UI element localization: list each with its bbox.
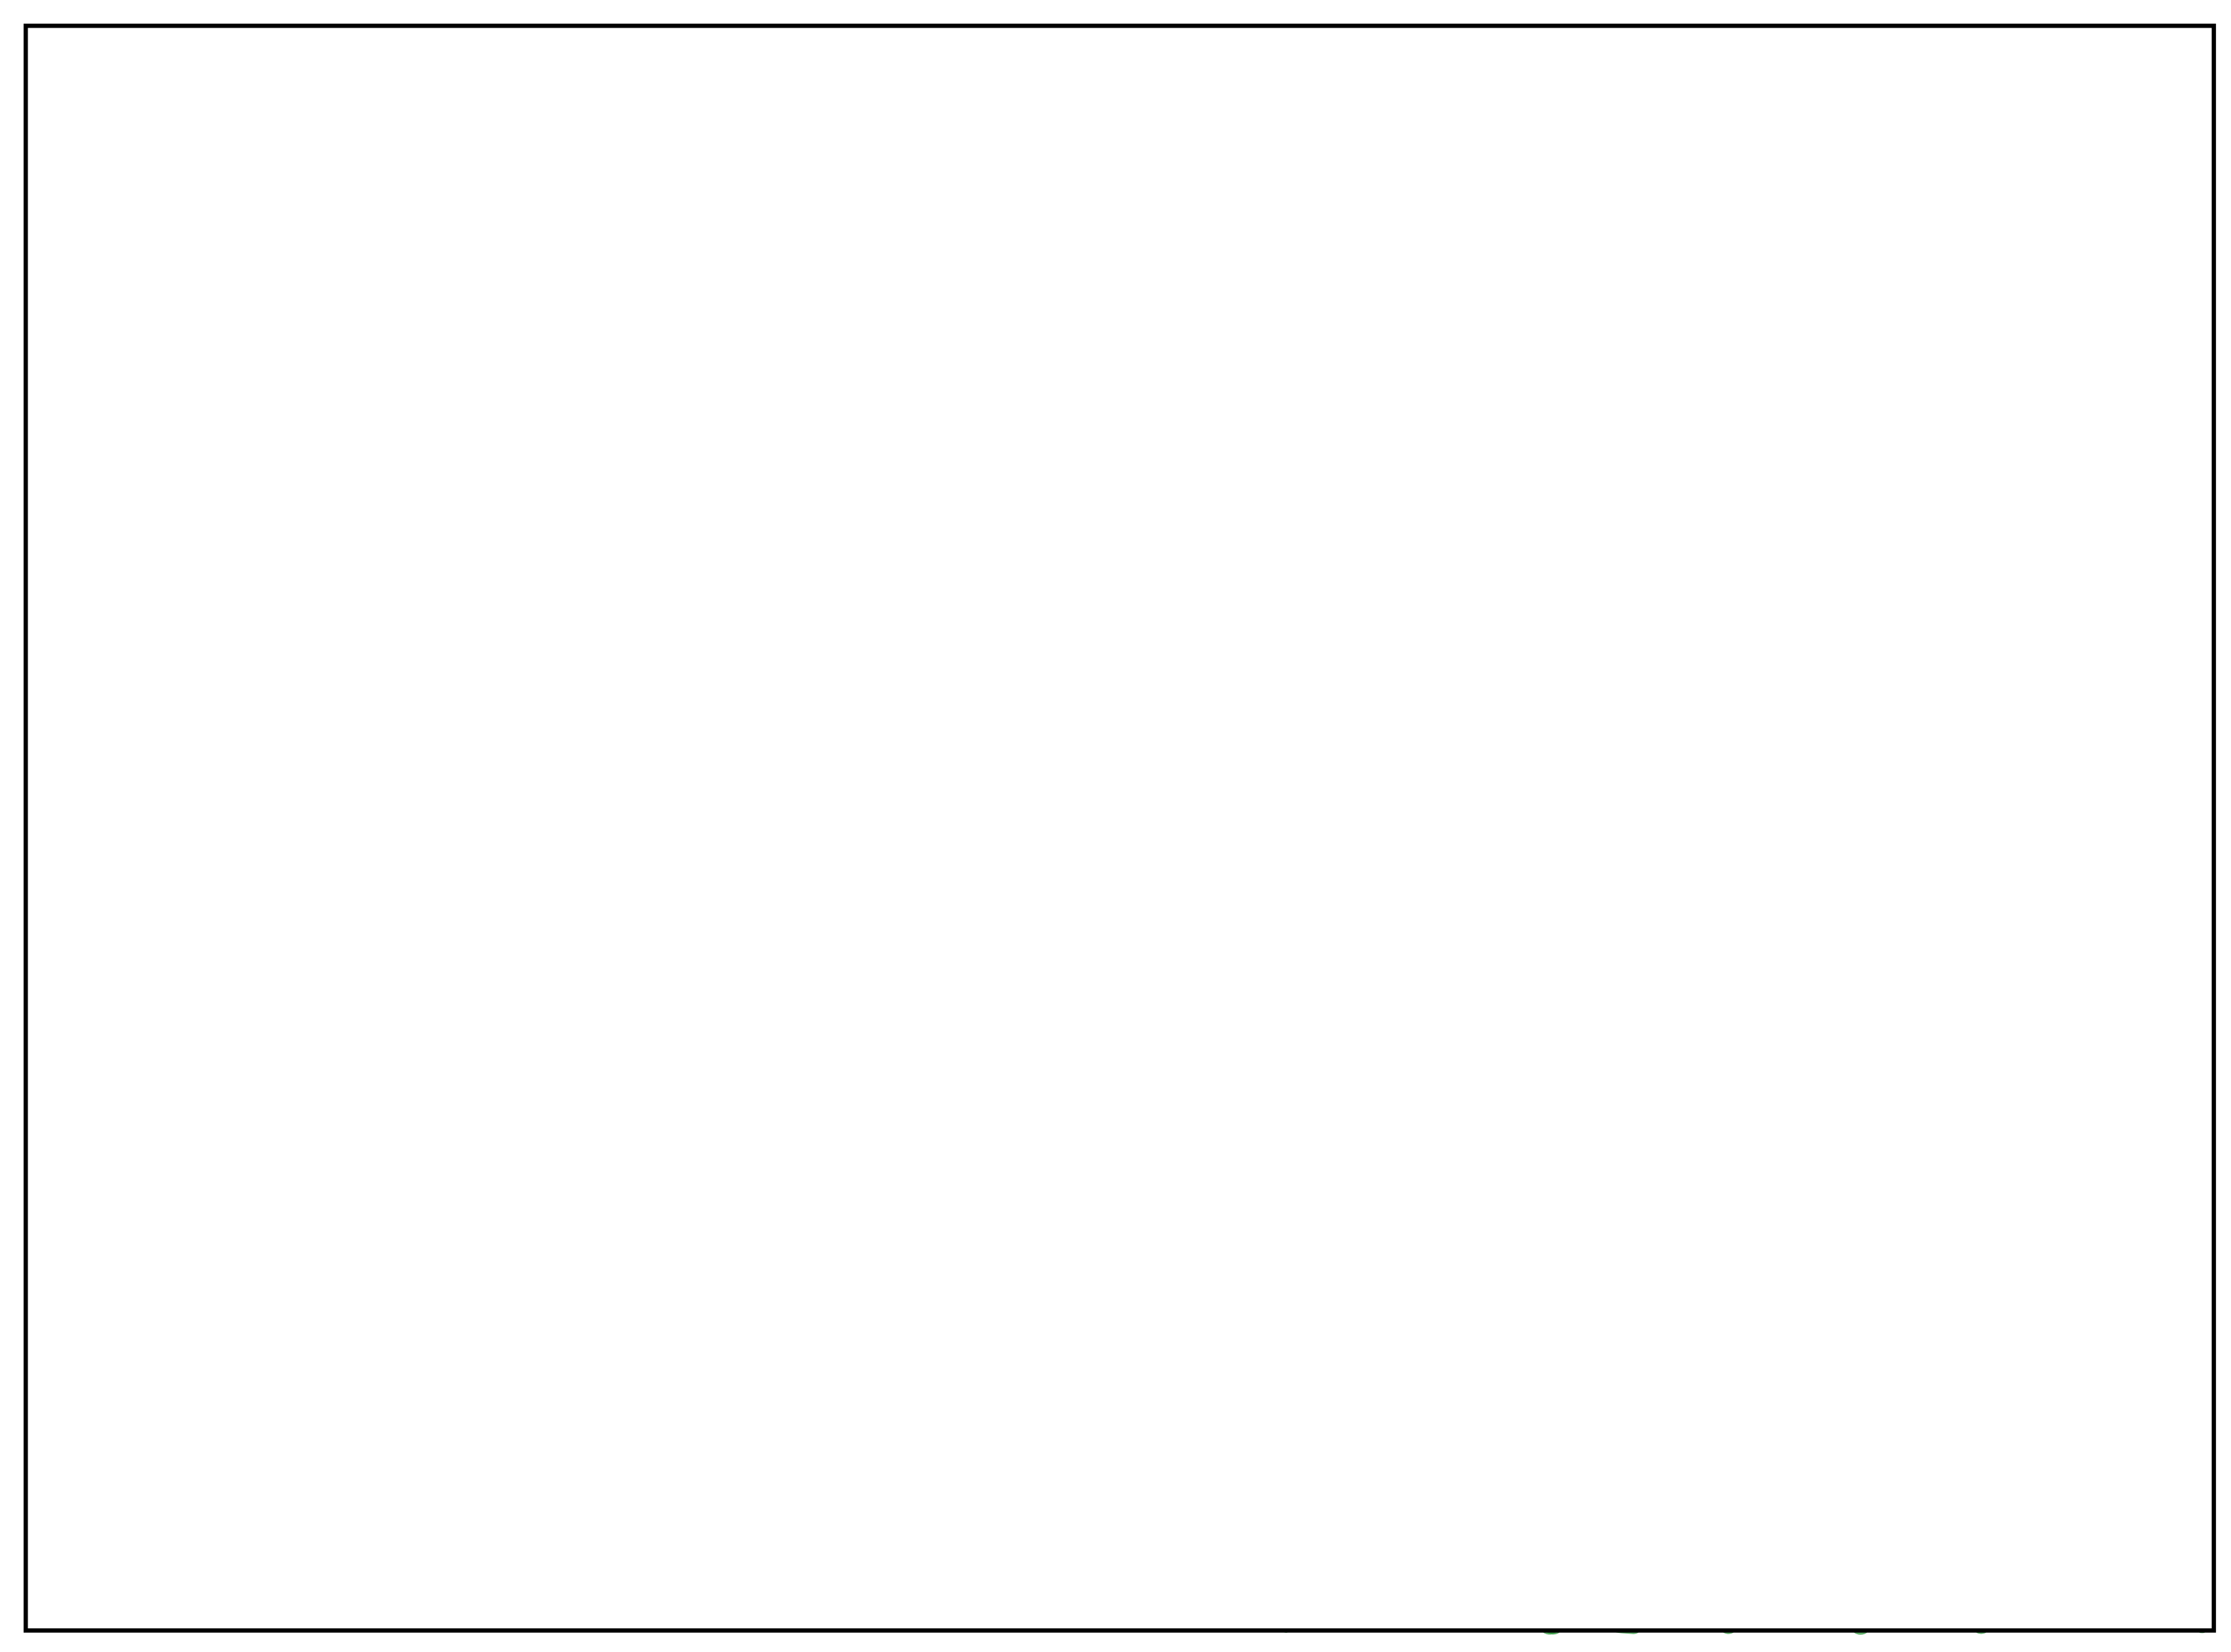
figure-border [23,23,2217,1633]
